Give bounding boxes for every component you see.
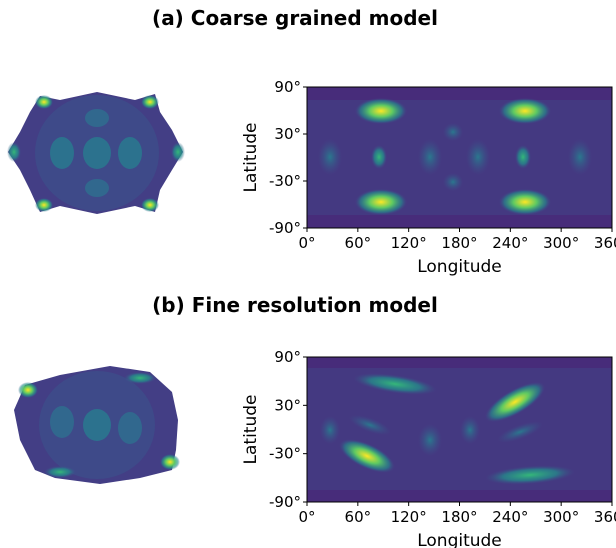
y-tick-label: 90° xyxy=(274,348,301,366)
x-tick-label: 240° xyxy=(492,234,528,252)
y-tick-label: 30° xyxy=(274,396,301,414)
chart-title: (b) Fine resolution model xyxy=(152,293,438,317)
x-tick-label: 180° xyxy=(441,508,477,526)
x-tick-label: 0° xyxy=(298,508,315,526)
x-tick-label: 240° xyxy=(492,508,528,526)
shape-3d xyxy=(7,92,185,214)
y-tick-label: -90° xyxy=(269,493,301,511)
x-tick-label: 360° xyxy=(594,508,616,526)
x-tick-label: 360° xyxy=(594,234,616,252)
x-tick-label: 120° xyxy=(391,508,427,526)
x-tick-label: 300° xyxy=(543,234,579,252)
y-tick-label: 90° xyxy=(274,78,301,96)
x-tick-label: 60° xyxy=(345,234,372,252)
shape-3d xyxy=(14,366,180,484)
y-tick-label: -30° xyxy=(269,172,301,190)
y-tick-label: 30° xyxy=(274,125,301,143)
x-axis-label: Longitude xyxy=(417,257,502,277)
y-axis-label: Latitude xyxy=(241,395,261,465)
x-axis-label: Longitude xyxy=(417,531,502,548)
y-tick-label: -30° xyxy=(269,445,301,463)
heatmap-image xyxy=(307,87,612,228)
x-tick-label: 60° xyxy=(345,508,372,526)
heatmap-image xyxy=(307,357,612,502)
y-tick-label: -90° xyxy=(269,219,301,237)
y-axis-label: Latitude xyxy=(241,123,261,193)
x-tick-label: 180° xyxy=(441,234,477,252)
chart-title: (a) Coarse grained model xyxy=(152,6,438,30)
x-tick-label: 120° xyxy=(391,234,427,252)
x-tick-label: 0° xyxy=(298,234,315,252)
x-tick-label: 300° xyxy=(543,508,579,526)
